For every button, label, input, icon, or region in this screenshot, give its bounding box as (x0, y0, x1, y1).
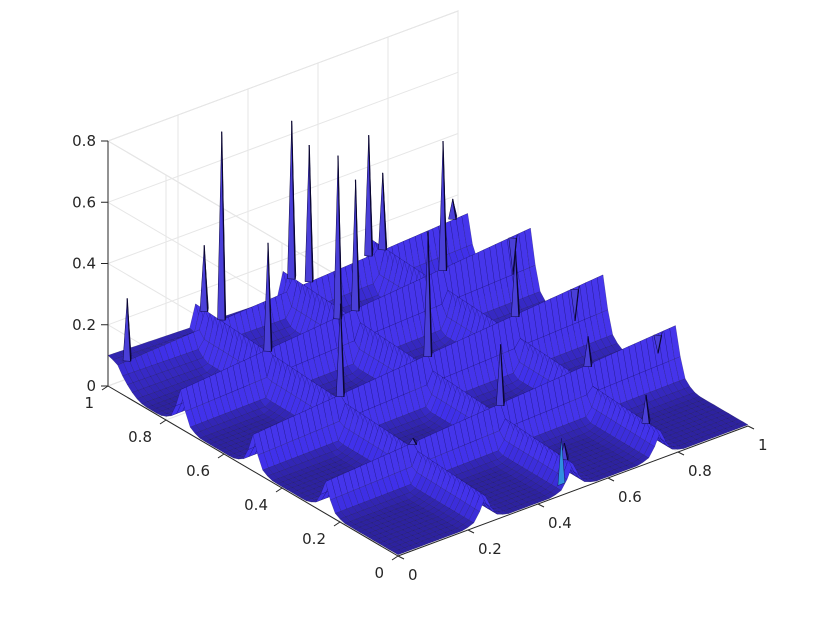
spike-edge (657, 335, 663, 354)
z-tick-label: 0.8 (72, 132, 96, 150)
spike-edge (308, 145, 314, 283)
x-axis-line (397, 425, 749, 557)
x-tick-label: 1 (758, 436, 768, 454)
x-tick-label: 0.8 (688, 462, 712, 480)
z-tick-label: 0.2 (72, 316, 96, 334)
surface-patch (736, 421, 749, 428)
axes (101, 140, 755, 561)
spike-edge (514, 250, 520, 317)
y-tick-label: 0 (374, 564, 384, 582)
y-tick-mark (333, 521, 341, 527)
z-tick-label: 0 (86, 377, 96, 395)
z-tick-label: 0.4 (72, 255, 96, 273)
tick-labels: 0 0.2 0.4 0.6 0.8 1 0 0.2 0.4 0.6 0.8 1 … (72, 132, 767, 584)
spike-edge (221, 131, 226, 321)
z-tick-label: 0.6 (72, 193, 96, 211)
x-tick-label: 0.6 (618, 488, 642, 506)
y-tick-label: 0.2 (302, 530, 326, 548)
spike-edge (563, 442, 569, 461)
spike-edge (126, 298, 132, 362)
y-tick-label: 0.8 (128, 428, 152, 446)
spike-edge (452, 198, 457, 220)
y-tick-label: 0.4 (244, 496, 268, 514)
spike-edge (442, 141, 448, 271)
spike-edge (382, 172, 387, 251)
spike-edge (337, 155, 343, 320)
spike-edge (203, 245, 209, 312)
spike-edge (574, 289, 580, 321)
x-tick-label: 0.4 (548, 514, 572, 532)
x-tick-label: 0 (408, 566, 418, 584)
spike-edge (267, 242, 273, 352)
spike-edge (499, 344, 505, 406)
x-tick-mark (537, 503, 545, 508)
y-tick-mark (217, 453, 225, 459)
y-tick-mark (159, 419, 167, 425)
x-tick-mark (397, 555, 405, 560)
spikes (122, 120, 663, 486)
spike-edge (339, 303, 345, 397)
y-tick-mark (391, 555, 399, 561)
y-tick-label: 1 (84, 394, 94, 412)
spike-edge (291, 120, 296, 280)
y-axis-line (107, 385, 399, 557)
spike-edge (368, 135, 373, 257)
y-tick-mark (275, 487, 283, 493)
spike-highlight (557, 438, 566, 486)
x-tick-mark (747, 425, 755, 430)
x-tick-label: 0.2 (478, 540, 502, 558)
spike-edge (354, 179, 360, 312)
spike-edge (412, 437, 418, 445)
x-tick-mark (607, 477, 615, 482)
spike-edge (645, 394, 651, 424)
spike-edge (587, 336, 593, 367)
spike-edge (512, 238, 518, 275)
y-tick-mark (101, 385, 109, 391)
spike-edge (427, 231, 433, 357)
y-tick-label: 0.6 (186, 462, 210, 480)
x-tick-mark (467, 529, 475, 534)
x-tick-mark (677, 451, 685, 456)
